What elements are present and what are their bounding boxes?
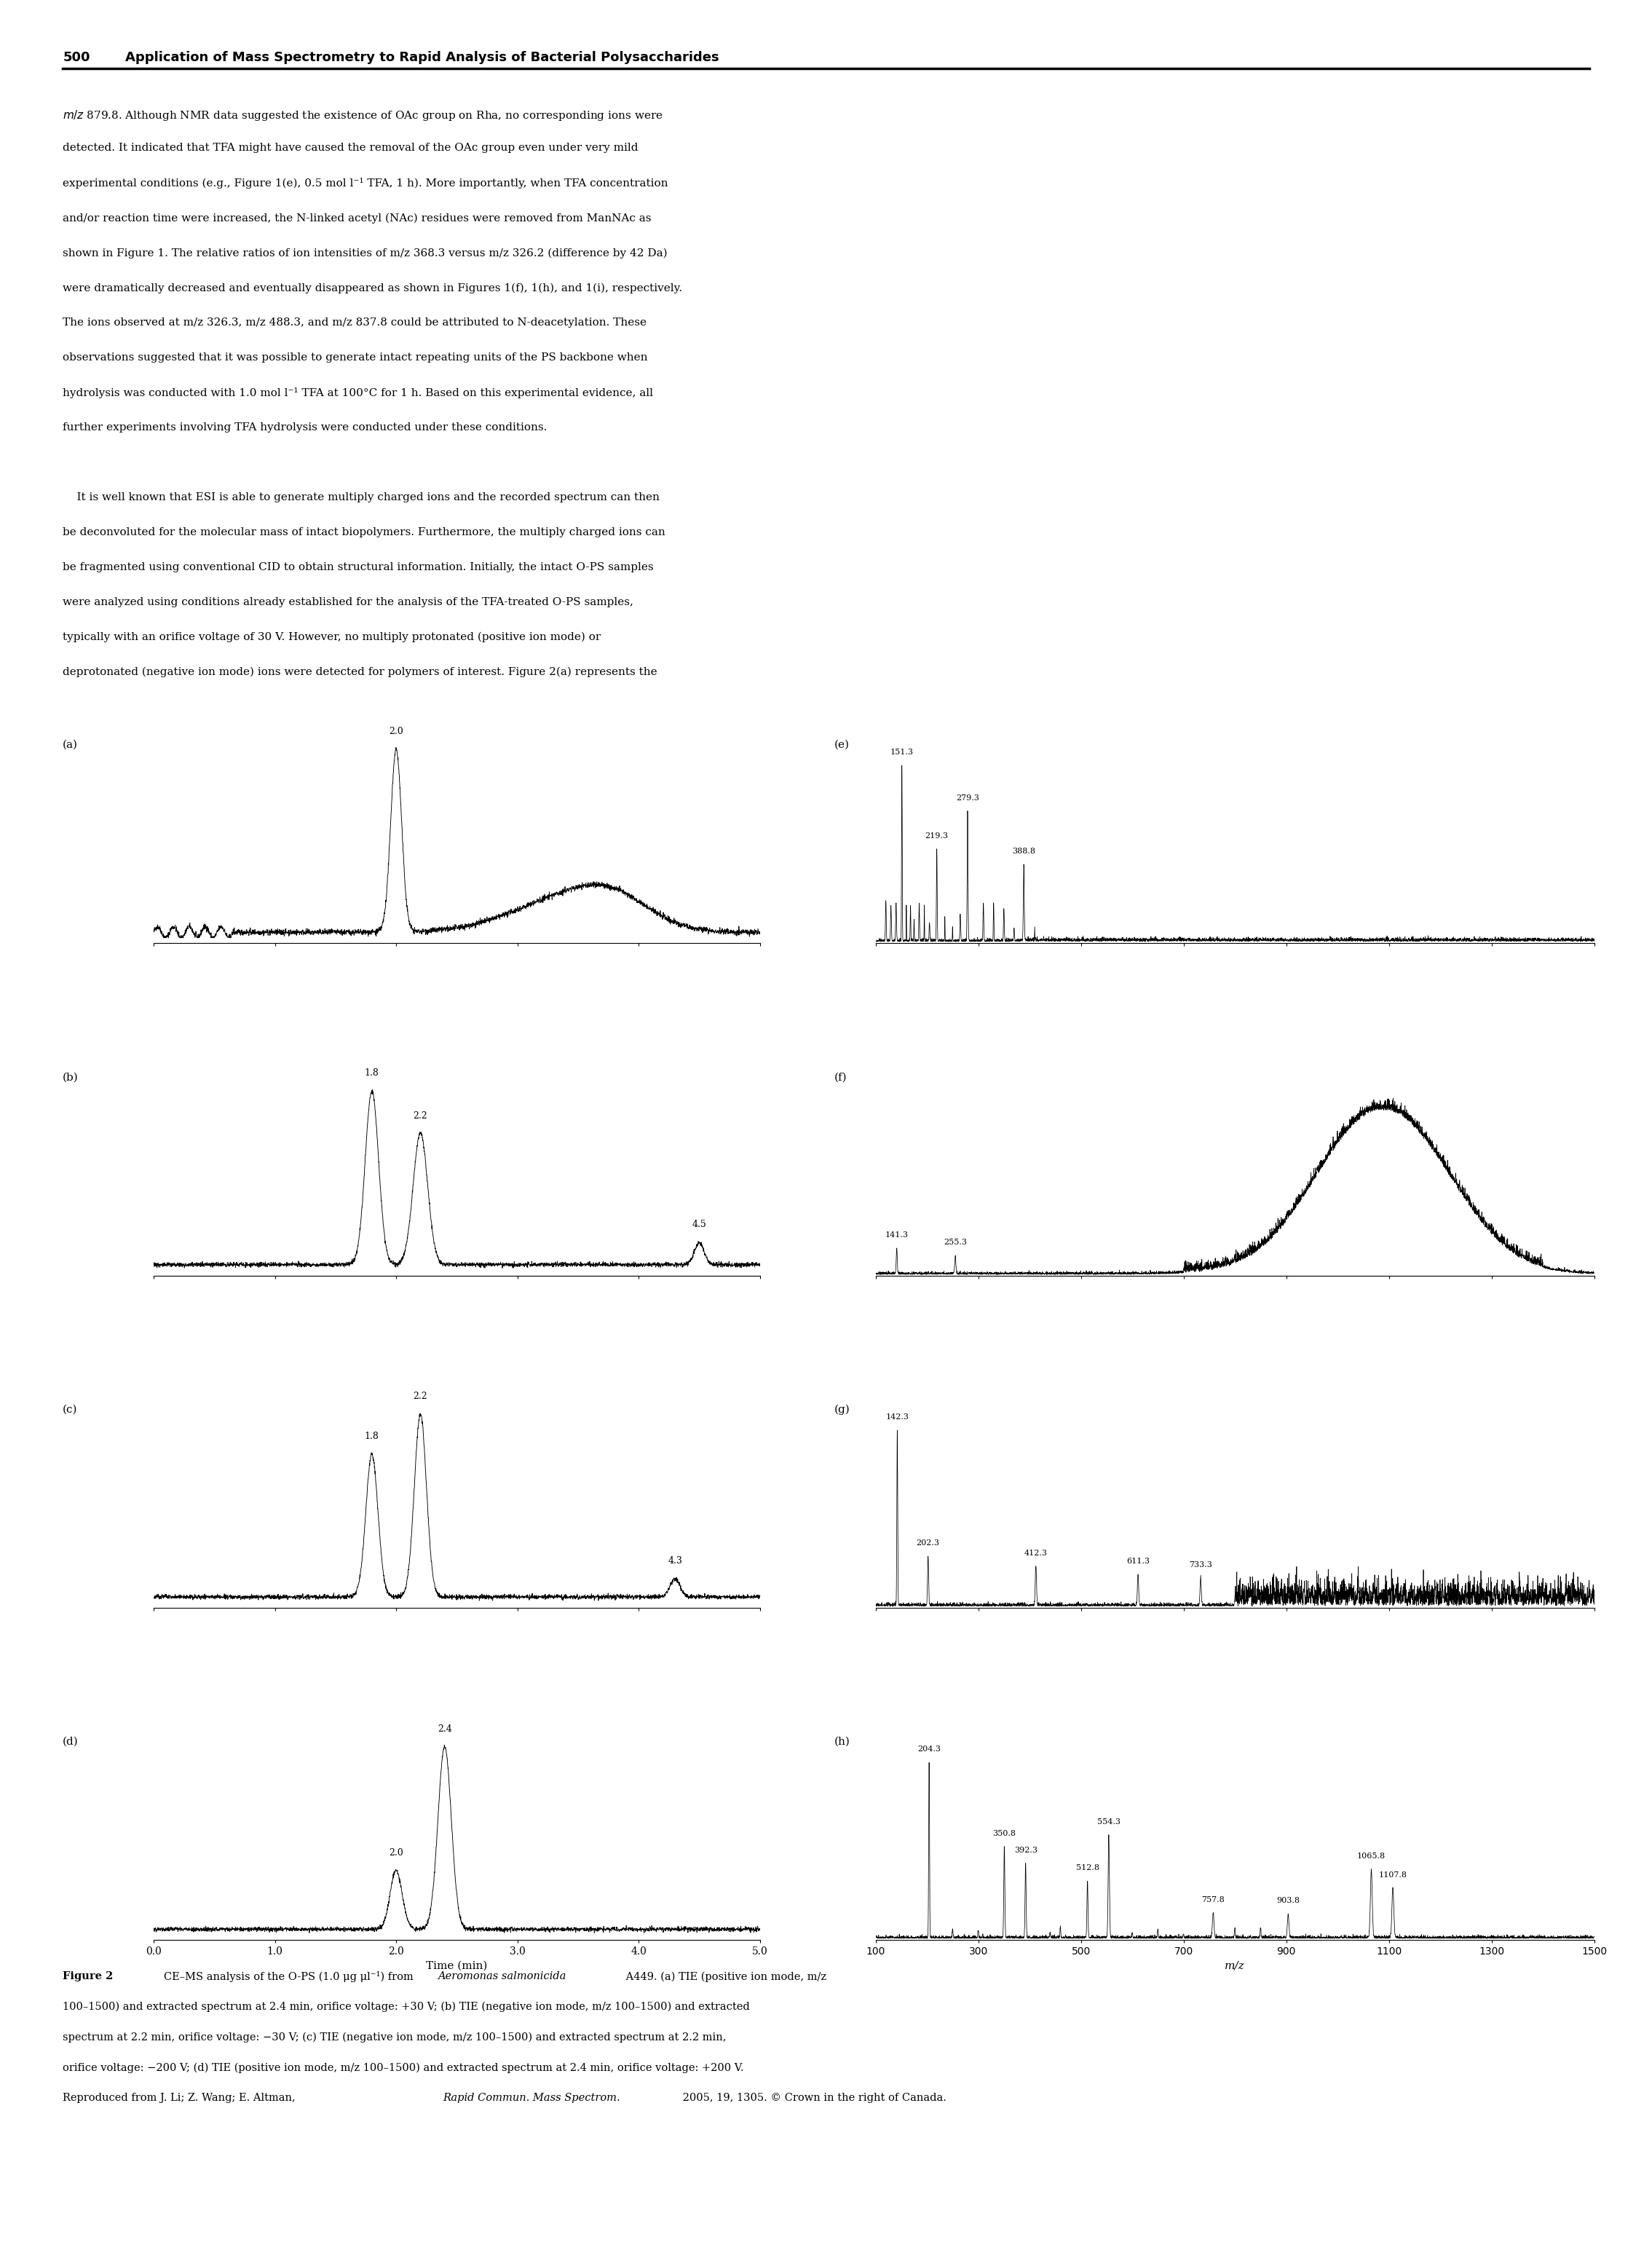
Text: (a): (a) <box>63 739 78 750</box>
Text: (e): (e) <box>834 739 849 750</box>
Text: 4.3: 4.3 <box>667 1557 682 1566</box>
Text: 392.3: 392.3 <box>1014 1847 1037 1854</box>
Text: 350.8: 350.8 <box>993 1829 1016 1836</box>
Text: 142.3: 142.3 <box>885 1413 909 1422</box>
Text: 500: 500 <box>63 50 91 63</box>
Text: 1.8: 1.8 <box>365 1068 378 1077</box>
Text: 2.0: 2.0 <box>388 1847 403 1859</box>
Text: be fragmented using conventional CID to obtain structural information. Initially: be fragmented using conventional CID to … <box>63 563 654 572</box>
Text: 412.3: 412.3 <box>1024 1550 1047 1557</box>
Text: were analyzed using conditions already established for the analysis of the TFA-t: were analyzed using conditions already e… <box>63 597 633 608</box>
Text: 903.8: 903.8 <box>1277 1897 1300 1904</box>
Text: experimental conditions (e.g., Figure 1(e), 0.5 mol l⁻¹ TFA, 1 h). More importan: experimental conditions (e.g., Figure 1(… <box>63 178 667 189</box>
X-axis label: Time (min): Time (min) <box>426 1960 487 1971</box>
Text: 2005, 19, 1305. © Crown in the right of Canada.: 2005, 19, 1305. © Crown in the right of … <box>679 2093 947 2104</box>
Text: 554.3: 554.3 <box>1097 1818 1120 1825</box>
Text: detected. It indicated that TFA might have caused the removal of the OAc group e: detected. It indicated that TFA might ha… <box>63 144 638 153</box>
Text: 219.3: 219.3 <box>925 831 948 840</box>
Text: 733.3: 733.3 <box>1189 1561 1213 1568</box>
Text: (f): (f) <box>834 1072 847 1081</box>
Text: Aeromonas salmonicida: Aeromonas salmonicida <box>438 1971 567 1983</box>
Text: Application of Mass Spectrometry to Rapid Analysis of Bacterial Polysaccharides: Application of Mass Spectrometry to Rapi… <box>126 50 719 63</box>
Text: 100–1500) and extracted spectrum at 2.4 min, orifice voltage: +30 V; (b) TIE (ne: 100–1500) and extracted spectrum at 2.4 … <box>63 2003 750 2012</box>
Text: (g): (g) <box>834 1404 851 1415</box>
Text: 2.2: 2.2 <box>413 1111 428 1120</box>
X-axis label: m/z: m/z <box>1224 1960 1246 1971</box>
Text: (h): (h) <box>834 1737 851 1746</box>
Text: were dramatically decreased and eventually disappeared as shown in Figures 1(f),: were dramatically decreased and eventual… <box>63 284 682 293</box>
Text: 2.2: 2.2 <box>413 1392 428 1401</box>
Text: CE–MS analysis of the O-PS (1.0 μg μl⁻¹) from: CE–MS analysis of the O-PS (1.0 μg μl⁻¹)… <box>154 1971 416 1983</box>
Text: 388.8: 388.8 <box>1013 847 1036 854</box>
Text: 279.3: 279.3 <box>957 793 980 802</box>
Text: deprotonated (negative ion mode) ions were detected for polymers of interest. Fi: deprotonated (negative ion mode) ions we… <box>63 667 657 678</box>
Text: 1065.8: 1065.8 <box>1356 1852 1386 1859</box>
Text: shown in Figure 1. The relative ratios of ion intensities of m/z 368.3 versus m/: shown in Figure 1. The relative ratios o… <box>63 248 667 259</box>
Text: observations suggested that it was possible to generate intact repeating units o: observations suggested that it was possi… <box>63 354 648 363</box>
Text: 151.3: 151.3 <box>890 748 914 757</box>
Text: $m/z$ 879.8. Although NMR data suggested the existence of OAc group on Rha, no c: $m/z$ 879.8. Although NMR data suggested… <box>63 108 662 122</box>
Text: 4.5: 4.5 <box>692 1219 707 1230</box>
Text: Reproduced from J. Li; Z. Wang; E. Altman,: Reproduced from J. Li; Z. Wang; E. Altma… <box>63 2093 299 2104</box>
Text: (d): (d) <box>63 1737 79 1746</box>
Text: orifice voltage: −200 V; (d) TIE (positive ion mode, m/z 100–1500) and extracted: orifice voltage: −200 V; (d) TIE (positi… <box>63 2064 743 2073</box>
Text: (c): (c) <box>63 1404 78 1415</box>
Text: It is well known that ESI is able to generate multiply charged ions and the reco: It is well known that ESI is able to gen… <box>63 493 659 502</box>
Text: 204.3: 204.3 <box>917 1746 940 1753</box>
Text: be deconvoluted for the molecular mass of intact biopolymers. Furthermore, the m: be deconvoluted for the molecular mass o… <box>63 527 666 538</box>
Text: 1107.8: 1107.8 <box>1379 1872 1408 1879</box>
Text: Rapid Commun. Mass Spectrom.: Rapid Commun. Mass Spectrom. <box>443 2093 620 2104</box>
Text: 255.3: 255.3 <box>943 1239 966 1246</box>
Text: 2.0: 2.0 <box>388 728 403 737</box>
Text: hydrolysis was conducted with 1.0 mol l⁻¹ TFA at 100°C for 1 h. Based on this ex: hydrolysis was conducted with 1.0 mol l⁻… <box>63 388 653 399</box>
Text: 611.3: 611.3 <box>1127 1557 1150 1566</box>
Text: 757.8: 757.8 <box>1201 1895 1224 1904</box>
Text: typically with an orifice voltage of 30 V. However, no multiply protonated (posi: typically with an orifice voltage of 30 … <box>63 631 601 642</box>
Text: and/or reaction time were increased, the N-linked acetyl (NAc) residues were rem: and/or reaction time were increased, the… <box>63 214 651 223</box>
Text: further experiments involving TFA hydrolysis were conducted under these conditio: further experiments involving TFA hydrol… <box>63 424 547 433</box>
Text: Figure 2: Figure 2 <box>63 1971 114 1983</box>
Text: 202.3: 202.3 <box>917 1539 940 1548</box>
Text: 512.8: 512.8 <box>1075 1865 1099 1872</box>
Text: (b): (b) <box>63 1072 79 1081</box>
Text: 2.4: 2.4 <box>438 1726 453 1735</box>
Text: 1.8: 1.8 <box>365 1433 378 1442</box>
Text: A449. (a) TIE (positive ion mode, m/z: A449. (a) TIE (positive ion mode, m/z <box>623 1971 826 1983</box>
Text: spectrum at 2.2 min, orifice voltage: −30 V; (c) TIE (negative ion mode, m/z 100: spectrum at 2.2 min, orifice voltage: −3… <box>63 2032 727 2043</box>
Text: 141.3: 141.3 <box>885 1232 909 1239</box>
Text: The ions observed at m/z 326.3, m/z 488.3, and m/z 837.8 could be attributed to : The ions observed at m/z 326.3, m/z 488.… <box>63 318 646 329</box>
